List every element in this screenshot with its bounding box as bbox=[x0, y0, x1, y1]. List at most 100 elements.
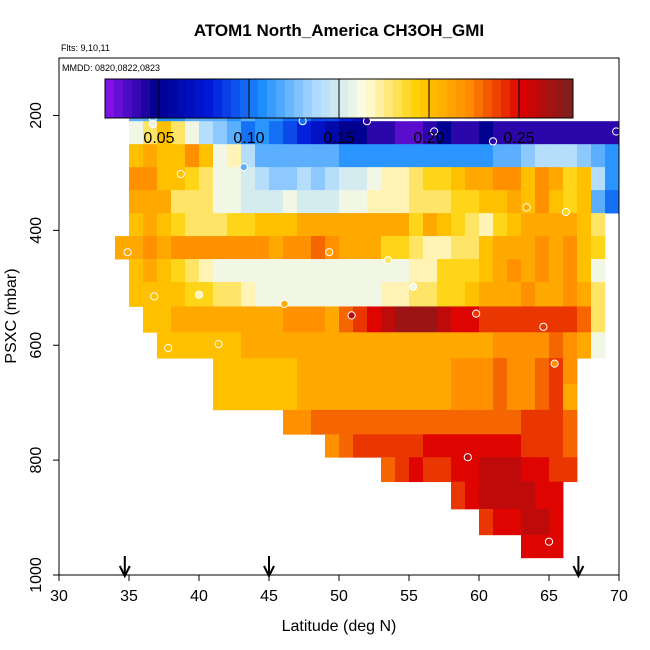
heatmap-cell bbox=[269, 358, 284, 385]
heatmap-cell bbox=[549, 259, 564, 283]
heatmap-cell bbox=[493, 306, 508, 333]
heatmap-cell bbox=[395, 190, 410, 214]
heatmap-cell bbox=[283, 236, 298, 260]
heatmap-cell bbox=[185, 236, 200, 260]
heatmap-cell bbox=[381, 190, 396, 214]
heatmap-cell bbox=[269, 259, 284, 283]
heatmap-cell bbox=[339, 384, 354, 411]
heatmap-cell bbox=[493, 282, 508, 307]
colorbar-swatch bbox=[348, 79, 358, 118]
heatmap-cell bbox=[605, 144, 620, 168]
heatmap-cell bbox=[465, 121, 480, 145]
heatmap-cell bbox=[577, 190, 592, 214]
heatmap-cell bbox=[409, 358, 424, 385]
heatmap-cell bbox=[199, 190, 214, 214]
heatmap-cell bbox=[563, 121, 578, 145]
heatmap-cell bbox=[241, 167, 256, 191]
heatmap-cell bbox=[311, 236, 326, 260]
heatmap-cell bbox=[591, 190, 606, 214]
heatmap-cell bbox=[395, 384, 410, 411]
heatmap-cell bbox=[213, 167, 228, 191]
heatmap-cell bbox=[409, 457, 424, 483]
colorbar-swatch bbox=[294, 79, 304, 118]
colorbar-swatch bbox=[546, 79, 556, 118]
heatmap-cell bbox=[493, 409, 508, 435]
heatmap-cell bbox=[255, 144, 270, 168]
heatmap-cell bbox=[507, 508, 522, 536]
arrow-head bbox=[263, 565, 275, 579]
heatmap-cell bbox=[269, 332, 284, 359]
heatmap-cell bbox=[157, 144, 172, 168]
heatmap-cell bbox=[521, 144, 536, 168]
heatmap-cell bbox=[297, 384, 312, 411]
heatmap-cell bbox=[395, 121, 410, 145]
heatmap-cell bbox=[535, 259, 550, 283]
heatmap-cell bbox=[465, 190, 480, 214]
heatmap-cell bbox=[129, 236, 144, 260]
heatmap-cell bbox=[605, 167, 620, 191]
heatmap-cell bbox=[171, 190, 186, 214]
heatmap-cell bbox=[311, 213, 326, 237]
heatmap-cell bbox=[535, 409, 550, 435]
heatmap-cell bbox=[367, 409, 382, 435]
arrow-head bbox=[572, 565, 585, 579]
heatmap-cell bbox=[325, 358, 340, 385]
heatmap-cell bbox=[451, 259, 466, 283]
heatmap-cell bbox=[339, 306, 354, 333]
heatmap-cell bbox=[479, 332, 494, 359]
colorbar-swatch bbox=[357, 79, 367, 118]
colorbar-swatch bbox=[384, 79, 394, 118]
colorbar-swatch bbox=[141, 79, 151, 118]
heatmap-cell bbox=[451, 213, 466, 237]
colorbar-tick-label: 0.15 bbox=[323, 130, 354, 147]
heatmap-cell bbox=[437, 121, 452, 145]
heatmap-cell bbox=[395, 282, 410, 307]
heatmap-cell bbox=[213, 144, 228, 168]
y-tick-label: 800 bbox=[28, 447, 45, 474]
heatmap-cell bbox=[367, 121, 382, 145]
heatmap-cell bbox=[297, 144, 312, 168]
colorbar-swatch bbox=[132, 79, 142, 118]
heatmap-cell bbox=[311, 167, 326, 191]
heatmap-cell bbox=[283, 409, 298, 435]
heatmap-cell bbox=[451, 190, 466, 214]
heatmap-cell bbox=[563, 144, 578, 168]
heatmap-cell bbox=[283, 213, 298, 237]
observation-point bbox=[488, 137, 498, 146]
heatmap-cell bbox=[283, 144, 298, 168]
heatmap-cell bbox=[227, 236, 242, 260]
heatmap-cell bbox=[451, 481, 466, 510]
colorbar-swatch bbox=[411, 79, 421, 118]
heatmap-cell bbox=[143, 167, 158, 191]
heatmap-cell bbox=[437, 167, 452, 191]
heatmap-cell bbox=[325, 167, 340, 191]
heatmap-cell bbox=[535, 481, 550, 510]
heatmap-cell bbox=[521, 534, 536, 559]
heatmap-cell bbox=[353, 144, 368, 168]
observation-point bbox=[430, 127, 439, 136]
heatmap-cell bbox=[479, 409, 494, 435]
heatmap-cell bbox=[479, 508, 494, 536]
heatmap-cell bbox=[479, 384, 494, 411]
heatmap-cell bbox=[241, 332, 256, 359]
observation-point bbox=[150, 292, 159, 301]
observation-point bbox=[539, 322, 548, 331]
heatmap-cell bbox=[339, 236, 354, 260]
colorbar-swatch bbox=[114, 79, 124, 118]
heatmap-cell bbox=[479, 434, 494, 458]
heatmap-cell bbox=[311, 144, 326, 168]
heatmap-cell bbox=[241, 358, 256, 385]
heatmap-cell bbox=[521, 457, 536, 483]
heatmap-cell bbox=[157, 306, 172, 333]
heatmap-cell bbox=[591, 306, 606, 333]
heatmap-cell bbox=[353, 358, 368, 385]
colorbar-swatch bbox=[159, 79, 169, 118]
heatmap-cell bbox=[423, 190, 438, 214]
colorbar-swatch bbox=[564, 79, 574, 118]
heatmap-cell bbox=[353, 332, 368, 359]
heatmap-cell bbox=[409, 409, 424, 435]
colorbar-swatch bbox=[312, 79, 322, 118]
y-axis: 200 400 600 800 1000 bbox=[28, 102, 59, 593]
heatmap-cell bbox=[535, 282, 550, 307]
heatmap-cell bbox=[423, 167, 438, 191]
